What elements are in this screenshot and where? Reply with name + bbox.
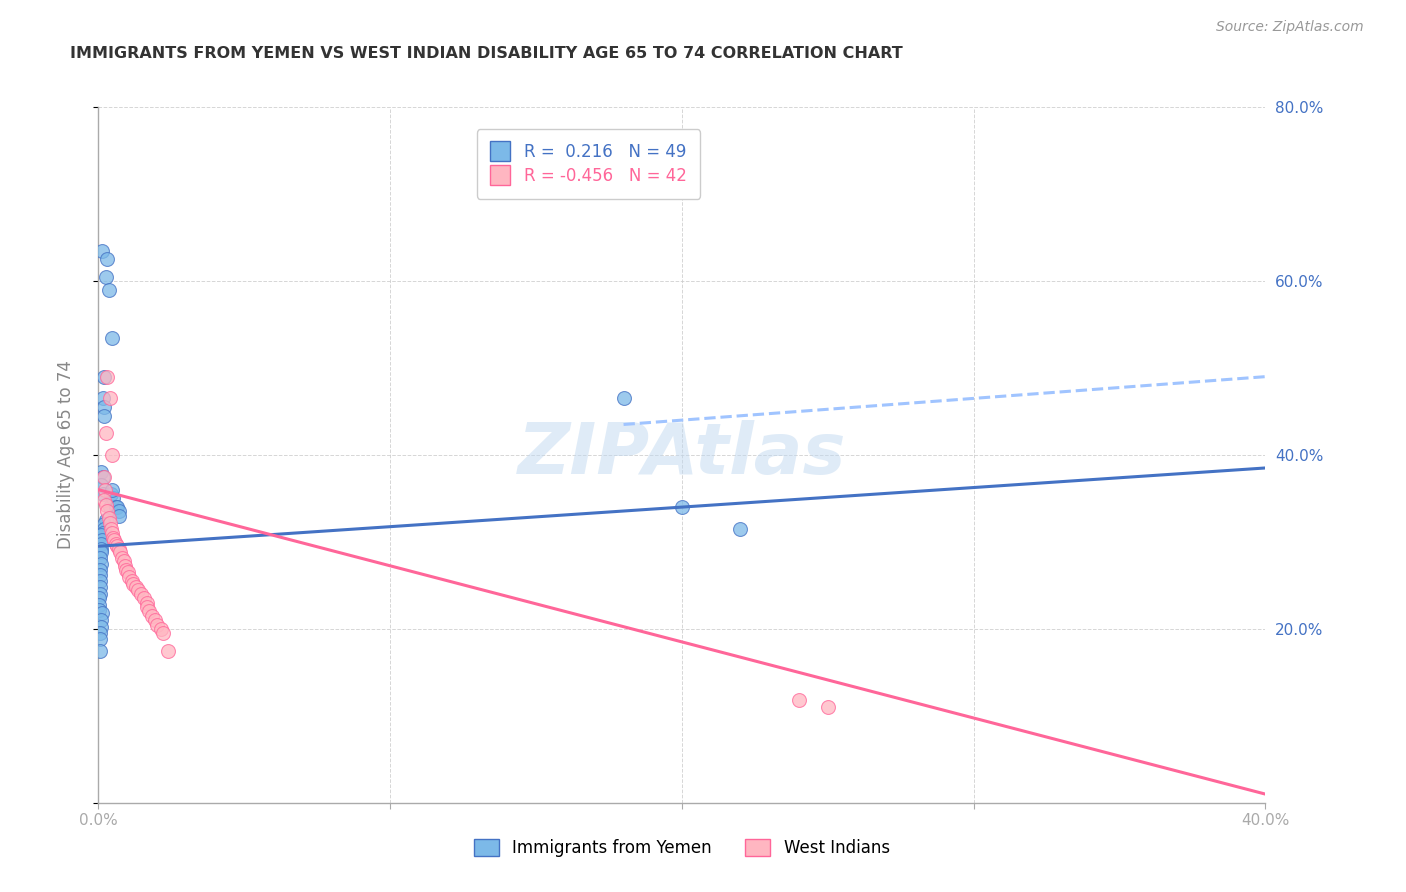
Point: [96, 369, 118, 384]
Point: [91, 469, 114, 483]
Point: [97, 283, 120, 297]
Point: [94, 483, 117, 497]
Point: [152, 626, 174, 640]
Point: [93, 369, 115, 384]
Point: [103, 533, 125, 548]
Point: [98, 500, 121, 514]
Point: [91, 487, 114, 501]
Point: [118, 570, 141, 584]
Text: IMMIGRANTS FROM YEMEN VS WEST INDIAN DISABILITY AGE 65 TO 74 CORRELATION CHART: IMMIGRANTS FROM YEMEN VS WEST INDIAN DIS…: [70, 46, 903, 61]
Point: [121, 574, 143, 588]
Point: [728, 522, 751, 536]
Point: [90, 466, 112, 480]
Point: [105, 500, 128, 514]
Point: [100, 448, 122, 462]
Point: [100, 487, 122, 501]
Point: [93, 517, 115, 532]
Point: [94, 499, 117, 513]
Point: [90, 545, 112, 559]
Point: [91, 392, 114, 406]
Point: [108, 504, 131, 518]
Point: [104, 500, 127, 514]
Point: [150, 622, 173, 636]
Point: [129, 587, 152, 601]
Point: [101, 526, 124, 541]
Point: [112, 554, 135, 568]
Point: [96, 252, 118, 267]
Point: [91, 526, 114, 541]
Point: [132, 591, 155, 606]
Point: [114, 559, 136, 574]
Point: [157, 643, 180, 657]
Point: [89, 550, 111, 565]
Point: [89, 598, 111, 612]
Point: [96, 504, 118, 518]
Point: [94, 426, 117, 441]
Point: [90, 557, 112, 571]
Point: [90, 613, 112, 627]
Point: [101, 491, 124, 506]
Point: [89, 643, 111, 657]
Point: [671, 500, 693, 514]
Point: [122, 576, 145, 591]
Point: [94, 269, 117, 284]
Point: [101, 483, 124, 497]
Point: [93, 400, 115, 414]
Point: [90, 606, 112, 620]
Point: [89, 568, 111, 582]
Point: [89, 603, 111, 617]
Point: [89, 563, 111, 577]
Point: [105, 539, 128, 553]
Point: [817, 700, 839, 714]
Point: [138, 605, 160, 619]
Point: [93, 493, 115, 508]
Point: [93, 469, 115, 483]
Point: [108, 508, 131, 523]
Point: [90, 536, 112, 550]
Point: [90, 528, 112, 542]
Point: [108, 541, 131, 556]
Point: [90, 541, 112, 556]
Point: [141, 608, 163, 623]
Point: [90, 478, 112, 492]
Point: [98, 516, 121, 530]
Point: [94, 513, 117, 527]
Point: [127, 582, 149, 597]
Point: [110, 545, 132, 559]
Text: Source: ZipAtlas.com: Source: ZipAtlas.com: [1216, 21, 1364, 34]
Point: [93, 522, 115, 536]
Point: [135, 596, 157, 610]
Point: [89, 587, 111, 601]
Y-axis label: Disability Age 65 to 74: Disability Age 65 to 74: [56, 360, 75, 549]
Point: [89, 591, 111, 606]
Point: [90, 620, 112, 634]
Point: [100, 330, 122, 344]
Point: [89, 574, 111, 588]
Point: [101, 531, 124, 545]
Point: [612, 392, 634, 406]
Point: [111, 550, 134, 565]
Point: [93, 409, 115, 423]
Point: [98, 392, 121, 406]
Text: ZIPAtlas: ZIPAtlas: [517, 420, 846, 490]
Point: [89, 580, 111, 594]
Legend: Immigrants from Yemen, West Indians: Immigrants from Yemen, West Indians: [467, 832, 897, 864]
Point: [100, 522, 122, 536]
Point: [787, 693, 810, 707]
Point: [104, 536, 127, 550]
Point: [89, 632, 111, 647]
Point: [117, 566, 139, 580]
Point: [90, 244, 112, 258]
Point: [125, 580, 148, 594]
Point: [90, 533, 112, 548]
Point: [136, 600, 159, 615]
Point: [143, 613, 166, 627]
Point: [89, 626, 111, 640]
Point: [115, 563, 138, 577]
Point: [146, 617, 169, 632]
Point: [97, 510, 120, 524]
